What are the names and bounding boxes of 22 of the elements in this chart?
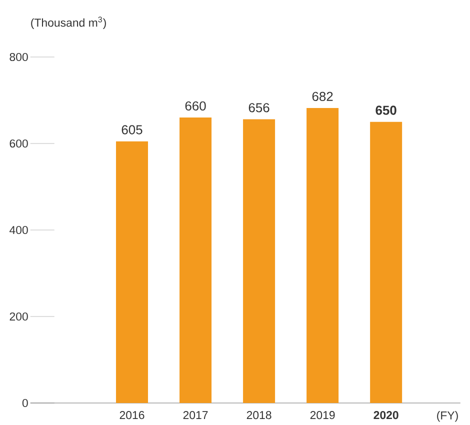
data-label: 605	[122, 125, 142, 134]
bar	[370, 122, 402, 403]
y-axis-title: (Thousand m$^{3}$)	[31, 16, 106, 29]
bar	[243, 119, 276, 403]
bar	[306, 108, 339, 403]
x-tick-label: 2020	[374, 411, 398, 420]
x-tick-label: 2017	[183, 411, 208, 420]
y-tick-label: 200	[10, 312, 28, 321]
data-label: 682	[312, 92, 333, 102]
bar	[116, 141, 148, 403]
x-tick-label: 2016	[120, 411, 144, 420]
x-axis-title: (FY)	[437, 411, 458, 422]
data-label: 660	[185, 101, 206, 111]
x-tick-label: 2019	[310, 411, 335, 420]
data-label: 656	[248, 103, 270, 112]
y-tick-label: 600	[10, 139, 28, 148]
bar	[180, 118, 212, 403]
y-tick-label: 800	[10, 52, 28, 62]
y-tick-label: 400	[10, 226, 28, 234]
data-label: 650	[376, 106, 396, 115]
x-tick-label: 2018	[246, 411, 272, 420]
y-tick-label: 0	[22, 398, 28, 408]
